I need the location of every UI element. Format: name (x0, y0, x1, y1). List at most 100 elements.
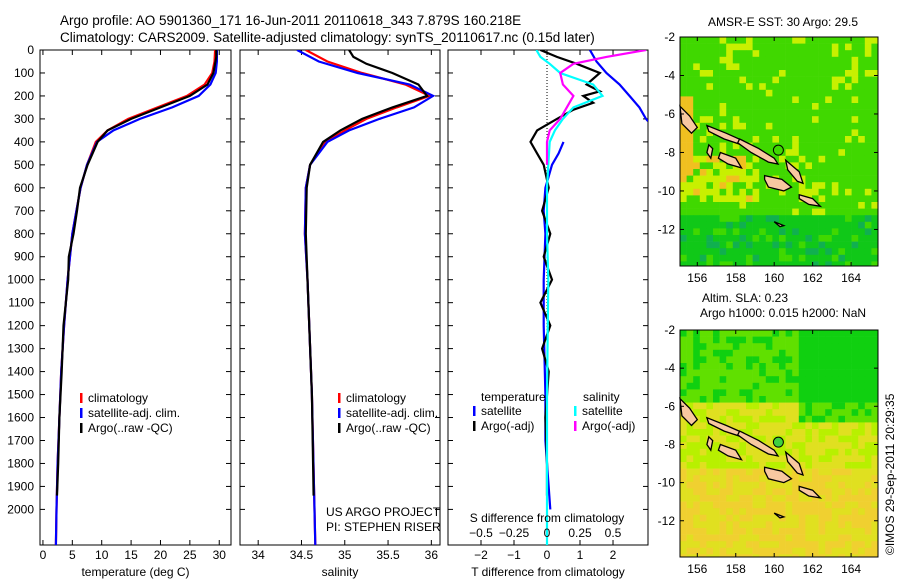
map-cell (686, 149, 694, 157)
map-cell (818, 343, 826, 351)
map-cell (746, 547, 753, 555)
map-cell (871, 547, 879, 555)
map-cell (765, 415, 773, 423)
map-cell (726, 63, 734, 71)
map-cell (680, 363, 687, 370)
map-cell (779, 409, 786, 417)
map-cell (825, 376, 833, 384)
map-cell (732, 389, 740, 397)
map-cell (680, 481, 687, 489)
map-cell (759, 109, 767, 117)
map-cell (772, 116, 780, 124)
map-cell (838, 521, 846, 529)
map-cell (686, 162, 694, 170)
map-cell (759, 455, 767, 463)
map-cell (818, 448, 826, 456)
map-cell (693, 547, 701, 555)
map-cell (864, 363, 872, 370)
map-cell (719, 547, 727, 555)
map-cell (838, 83, 846, 91)
map-cell (779, 382, 786, 390)
map-cell (693, 389, 701, 397)
map-cell (871, 228, 879, 236)
map-cell (746, 188, 753, 196)
map-cell (746, 528, 753, 535)
map-cell (680, 155, 687, 163)
map-cell (858, 422, 866, 430)
map-cell (845, 195, 852, 203)
map-cell (752, 195, 760, 203)
map-cell (746, 462, 753, 469)
profile-panel-2: 34 34.5 35 35.5 36salinityclimatologysatelli… (239, 49, 441, 579)
map-cell (785, 83, 793, 91)
map-cell (752, 202, 760, 209)
map-cell (831, 70, 839, 77)
map-cell (765, 76, 773, 84)
map-cell (779, 541, 786, 549)
map-cell (680, 188, 687, 196)
map-cell (772, 336, 780, 344)
s-tick-label: −0.25 (499, 526, 530, 540)
y-tick-label: 100 (14, 66, 34, 80)
map-cell (680, 103, 687, 110)
y-tick-label: 500 (14, 158, 34, 172)
map-cell (713, 162, 720, 170)
map-cell (792, 429, 800, 436)
map-cell (765, 215, 773, 223)
map-cell (845, 330, 852, 337)
map-cell (792, 116, 800, 124)
map-cell (851, 349, 859, 357)
map-cell (818, 349, 826, 357)
map-cell (772, 56, 780, 64)
map-cell (739, 56, 747, 64)
map-cell (693, 514, 701, 522)
map-cell (706, 235, 714, 242)
map-cell (798, 109, 806, 117)
map-cell (838, 501, 846, 509)
map-cell (858, 63, 866, 71)
map-cell (851, 202, 859, 209)
map-cell (726, 501, 734, 509)
map-cell (831, 336, 839, 344)
map-cell (838, 235, 846, 242)
map-cell (792, 241, 800, 249)
map-cell (805, 188, 813, 196)
map-cell (680, 96, 687, 104)
map-cell (713, 508, 720, 516)
map-cell (864, 215, 872, 223)
map-cell (739, 448, 747, 456)
map-cell (739, 89, 747, 97)
map-cell (812, 462, 819, 469)
map-cell (818, 336, 826, 344)
map-cell (779, 508, 786, 516)
map-cell (693, 83, 701, 91)
map-cell (812, 389, 819, 397)
map-cell (871, 396, 879, 403)
map-cell (739, 37, 747, 44)
map-cell (812, 541, 819, 549)
map-cell (759, 541, 767, 549)
map-cell (746, 356, 753, 364)
map-cell (765, 343, 773, 351)
map-cell (805, 396, 813, 403)
map-cell (732, 330, 740, 337)
map-cell (805, 241, 813, 249)
map-cell (792, 534, 800, 542)
map-cell (831, 455, 839, 463)
map-cell (871, 462, 879, 469)
map-cell (831, 349, 839, 357)
y-tick-label: 400 (14, 135, 34, 149)
map-cell (845, 396, 852, 403)
map-cell (812, 547, 819, 555)
map-cell (825, 254, 833, 262)
map-cell (838, 241, 846, 249)
map-cell (739, 116, 747, 124)
map-cell (838, 215, 846, 223)
map-cell (871, 336, 879, 344)
map-cell (732, 235, 740, 242)
map-cell (858, 136, 866, 143)
map-cell (805, 56, 813, 64)
map-cell (812, 221, 819, 229)
map-cell (713, 43, 720, 51)
map-cell (746, 343, 753, 351)
